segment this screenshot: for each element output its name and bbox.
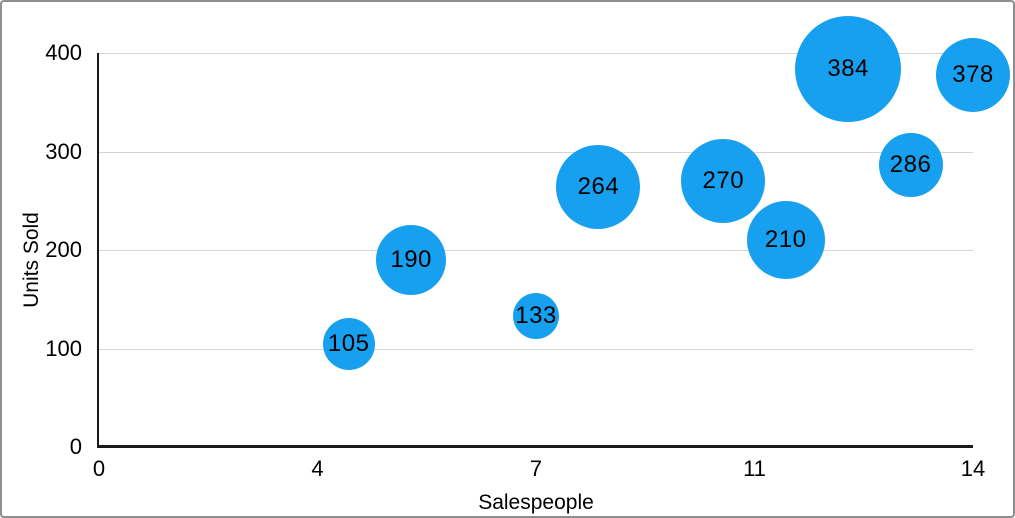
- bubble-value-label: 105: [327, 329, 370, 357]
- x-tick-label-14: 14: [960, 456, 986, 481]
- bubble-133[interactable]: 133: [513, 292, 559, 339]
- x-axis-line: [97, 445, 973, 448]
- y-axis-tick-labels: 0 100 200 300 400: [2, 40, 82, 459]
- bubble-210[interactable]: 210: [746, 201, 825, 280]
- y-tick-label-0: 0: [69, 434, 82, 459]
- bubble-190[interactable]: 190: [376, 224, 447, 295]
- bubble-value-label: 190: [390, 245, 432, 273]
- x-axis-tick-labels: 0 4 7 11 14: [93, 456, 985, 482]
- x-tick-label-0: 0: [92, 456, 106, 481]
- x-axis-title: Salespeople: [478, 491, 594, 514]
- bubble-378[interactable]: 378: [936, 37, 1010, 112]
- y-tick-label-100: 100: [45, 335, 82, 361]
- gridline-y-300: [99, 151, 973, 153]
- y-tick-label-400: 400: [45, 40, 82, 65]
- bubble-286[interactable]: 286: [878, 133, 943, 198]
- bubble-264[interactable]: 264: [556, 144, 641, 229]
- y-tick-label-300: 300: [45, 138, 82, 164]
- x-tick-label-7: 7: [529, 456, 543, 481]
- gridline-y-400: [99, 53, 973, 54]
- x-tick-label-4: 4: [311, 456, 324, 481]
- bubble-value-label: 133: [515, 301, 557, 329]
- gridline-y-200: [99, 250, 973, 251]
- bubble-value-label: 270: [702, 167, 745, 195]
- bubble-105[interactable]: 105: [322, 317, 375, 370]
- gridline-y-100: [99, 348, 973, 350]
- bubble-value-label: 378: [952, 60, 994, 88]
- bubble-value-label: 210: [764, 226, 807, 254]
- y-axis-line: [97, 53, 99, 447]
- bubble-value-label: 384: [827, 54, 869, 82]
- bubble-value-label: 286: [889, 151, 932, 179]
- bubble-value-label: 264: [577, 172, 620, 200]
- y-tick-label-200: 200: [45, 237, 82, 262]
- bubble-270[interactable]: 270: [681, 139, 766, 224]
- plot-area: 105 190 133 264 270 210 384 286 378: [97, 15, 1010, 448]
- x-tick-label-11: 11: [743, 456, 766, 481]
- bubble-384[interactable]: 384: [795, 15, 902, 122]
